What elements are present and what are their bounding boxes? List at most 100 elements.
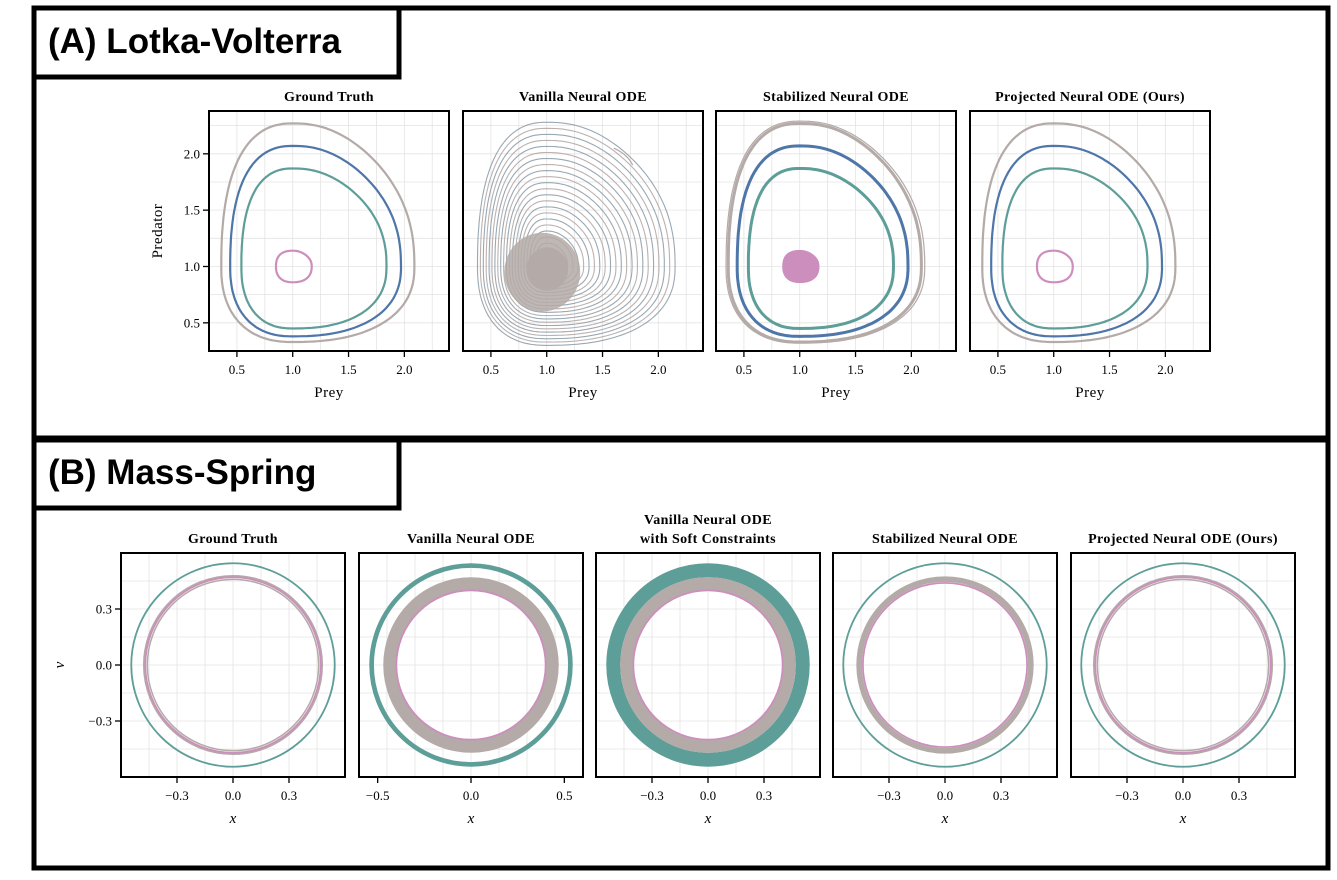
series-group (369, 563, 573, 767)
panel-title: Vanilla Neural ODE (644, 513, 772, 528)
series-band-teal (606, 563, 810, 767)
series-group (130, 562, 336, 768)
series-group (981, 122, 1177, 344)
gridlines (716, 111, 956, 351)
x-tick-label: 1.0 (1046, 362, 1062, 377)
y-tick-label: 0.3 (96, 602, 112, 617)
series-ring-pink (632, 589, 784, 741)
series-spiral-loop (476, 121, 676, 346)
panel-ms-stabilized: −0.3 0.0 0.3 x Stabilized Neural ODE (832, 532, 1058, 827)
series-spiral-loop (485, 139, 660, 337)
series-orbit-gray (726, 121, 923, 344)
gridlines (121, 553, 345, 777)
series-spiral-loop (491, 151, 649, 330)
series-disc-pink (782, 249, 820, 284)
panel-title: Ground Truth (284, 90, 374, 105)
series-orbit-blue (229, 144, 403, 338)
panel-title: Stabilized Neural ODE (872, 532, 1018, 547)
x-tick-label: 2.0 (650, 362, 666, 377)
x-tick-label: 0.5 (990, 362, 1006, 377)
plot-frame (715, 110, 957, 352)
y-tick-label: 1.0 (184, 259, 200, 274)
series-spiral-loop (479, 127, 671, 343)
series-group (1080, 562, 1286, 768)
x-tick-label: 0.0 (1175, 788, 1191, 803)
x-axis-label: Prey (1075, 385, 1105, 401)
x-axis: 0.5 1.0 1.5 2.0 (229, 351, 412, 377)
y-axis-label: v (52, 661, 68, 668)
x-tick-label: 1.5 (1101, 362, 1117, 377)
panel-lv-projected: 0.5 1.0 1.5 2.0 Prey Projected Neural ODE (Ou… (969, 90, 1211, 401)
x-tick-label: 0.5 (229, 362, 245, 377)
series-ring-pink (144, 576, 322, 754)
gridlines (970, 111, 1210, 351)
x-axis-label: x (229, 811, 237, 827)
panel-ms-vanilla-soft: −0.3 0.0 0.3 x Vanilla Neural ODE with Soft C… (595, 513, 821, 827)
series-group (606, 563, 810, 767)
panel-ms-ground-truth: −0.3 0.0 0.3 −0.3 0.0 0.3 x v Ground Truth (52, 532, 346, 827)
series-band-gray (620, 577, 796, 753)
x-tick-label: 0.0 (700, 788, 716, 803)
panel-lv-vanilla: 0.5 1.0 1.5 2.0 Prey Vanilla Neural ODE (462, 90, 704, 401)
section-a-title: (A) Lotka-Volterra (48, 22, 342, 61)
series-orbit-pink (274, 249, 313, 284)
series-group (842, 562, 1048, 768)
x-axis: −0.3 0.0 0.3 (640, 777, 772, 803)
y-axis-label: Predator (150, 204, 166, 259)
panel-title: Ground Truth (188, 532, 278, 547)
x-axis-label: x (1179, 811, 1187, 827)
x-axis: −0.5 0.0 0.5 (366, 777, 572, 803)
x-tick-label: 1.0 (285, 362, 301, 377)
x-tick-label: 1.0 (539, 362, 555, 377)
x-tick-label: 0.0 (463, 788, 479, 803)
gridlines (1071, 553, 1295, 777)
series-orbit-blue (990, 144, 1164, 338)
series-orbit-teal (746, 167, 896, 331)
series-spiral-loop (494, 157, 644, 327)
y-tick-label: −0.3 (88, 714, 112, 729)
panel-ms-vanilla: −0.5 0.0 0.5 x Vanilla Neural ODE (358, 532, 584, 827)
x-axis: −0.3 0.0 0.3 (877, 777, 1009, 803)
x-tick-label: 1.5 (340, 362, 356, 377)
series-ring-gray-inner (1096, 578, 1270, 752)
series-orbit-teal (1001, 167, 1149, 330)
plot-area (209, 111, 449, 351)
series-spiral-loop (500, 170, 633, 320)
x-tick-label: 1.5 (594, 362, 610, 377)
x-tick-label: 0.3 (993, 788, 1009, 803)
panel-title: Vanilla Neural ODE (407, 532, 535, 547)
series-spiral-loop (497, 164, 638, 323)
x-tick-label: 2.0 (903, 362, 919, 377)
series-ring-teal (1080, 562, 1286, 768)
panel-title: Projected Neural ODE (Ours) (1088, 532, 1278, 547)
section-b-frame (31, 437, 1331, 871)
series-ring-gray (1092, 574, 1274, 756)
plot-frame (969, 110, 1211, 352)
x-tick-label: 0.0 (225, 788, 241, 803)
x-tick-label: −0.3 (165, 788, 189, 803)
series-blob-core (526, 247, 569, 291)
x-tick-label: 0.5 (483, 362, 499, 377)
series-orbit-blue (735, 144, 910, 338)
x-tick-label: −0.3 (640, 788, 664, 803)
section-b-title: (B) Mass-Spring (48, 453, 316, 492)
series-ring-pink (861, 581, 1029, 749)
panel-lv-ground-truth: 0.5 1.0 1.5 2.0 0.5 1.0 1.5 2.0 Prey Predator Grou… (150, 90, 450, 401)
panel-title: Stabilized Neural ODE (763, 90, 909, 105)
y-axis: 0.5 1.0 1.5 2.0 (184, 146, 209, 330)
series-orbit-teal (240, 167, 388, 330)
x-tick-label: 0.3 (281, 788, 297, 803)
x-tick-label: 1.0 (792, 362, 808, 377)
x-axis: 0.5 1.0 1.5 2.0 (990, 351, 1173, 377)
series-orbit-drift (725, 120, 926, 344)
x-axis-label: x (467, 811, 475, 827)
panel-title: Projected Neural ODE (Ours) (995, 90, 1185, 105)
x-tick-label: 0.5 (736, 362, 752, 377)
series-spiral-tail (613, 147, 634, 166)
panel-title: with Soft Constraints (640, 532, 776, 547)
series-band-gray (383, 577, 559, 753)
series-ring-gray-inner (146, 578, 320, 752)
y-axis: −0.3 0.0 0.3 (88, 602, 121, 729)
x-tick-label: 0.3 (756, 788, 772, 803)
series-group (476, 121, 676, 346)
